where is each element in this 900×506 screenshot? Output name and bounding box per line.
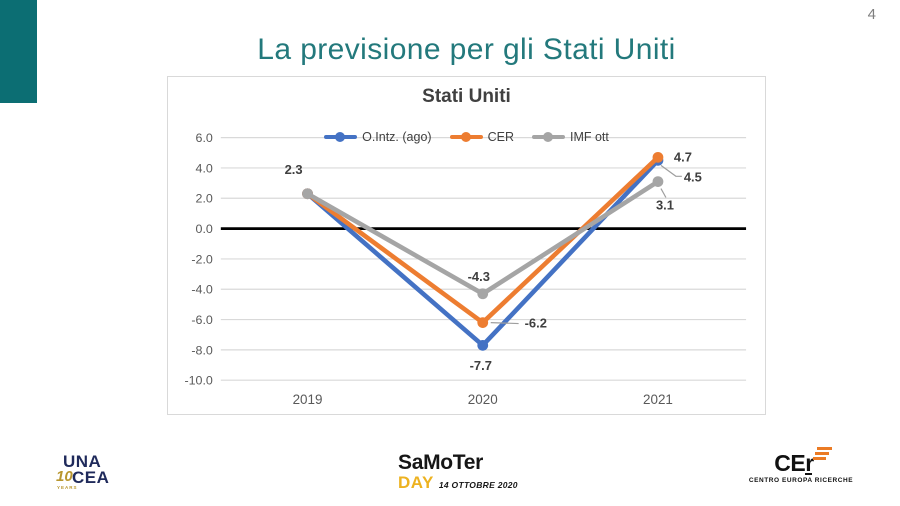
data-label: 3.1 bbox=[656, 197, 674, 212]
slide-title: La previsione per gli Stati Uniti bbox=[257, 33, 676, 66]
legend-label: IMF ott bbox=[569, 130, 609, 144]
unacea-ten-badge: 10 bbox=[56, 468, 73, 485]
x-category-label: 2020 bbox=[468, 392, 498, 407]
x-category-label: 2021 bbox=[643, 392, 673, 407]
y-tick-label: 4.0 bbox=[196, 161, 213, 175]
y-tick-label: -4.0 bbox=[191, 283, 213, 297]
samoter-date-label: 14 OTTOBRE 2020 bbox=[438, 480, 518, 490]
samoter-day-label: DAY bbox=[398, 473, 434, 492]
chart-title: Stati Uniti bbox=[422, 86, 511, 107]
y-tick-label: 0.0 bbox=[196, 222, 213, 236]
label-leader-line bbox=[490, 321, 519, 325]
data-point bbox=[652, 176, 664, 187]
data-label: 4.7 bbox=[674, 149, 692, 164]
samoter-logo-name: SaMoTer bbox=[398, 451, 484, 474]
cer-logo-name: CEr bbox=[774, 450, 814, 476]
unacea-logo-text: CEA bbox=[72, 468, 110, 487]
chart-plot-area: 6.0 4.0 2.0 0.0 -2.0 -4.0 -6.0 -8.0 -10.0 2019 202… bbox=[184, 131, 747, 407]
cer-underline-mark bbox=[804, 472, 812, 475]
data-label: -4.3 bbox=[468, 269, 490, 284]
legend-line-marker bbox=[449, 131, 483, 142]
unacea-logo-text: UNA bbox=[63, 452, 102, 471]
legend-label: O.Intz. (ago) bbox=[362, 130, 432, 144]
legend-line-marker bbox=[531, 131, 565, 142]
legend-dot-marker bbox=[335, 131, 346, 142]
legend-dot-marker bbox=[542, 131, 553, 142]
accent-corner-bar bbox=[0, 0, 37, 103]
y-tick-label: 2.0 bbox=[196, 192, 213, 206]
y-tick-label: -6.0 bbox=[191, 313, 213, 327]
y-tick-label: -2.0 bbox=[191, 252, 213, 266]
y-tick-label: 6.0 bbox=[196, 131, 213, 145]
legend-item: CER bbox=[449, 130, 514, 144]
cer-logo: CEr CENTRO EUROPA RICERCHE bbox=[745, 447, 857, 484]
unacea-logo: UNA CEA 10 YEARS bbox=[56, 452, 126, 502]
data-label: -6.2 bbox=[525, 316, 547, 331]
data-label: 4.5 bbox=[684, 169, 702, 184]
legend-line-marker bbox=[324, 131, 358, 142]
page-number: 4 bbox=[867, 6, 876, 23]
legend-label: CER bbox=[487, 130, 514, 144]
y-tick-label: -8.0 bbox=[191, 343, 213, 357]
data-label: 2.3 bbox=[285, 162, 303, 177]
cer-stripes-icon bbox=[812, 447, 832, 460]
label-leader-line bbox=[660, 164, 682, 177]
y-tick-label: -10.0 bbox=[184, 374, 212, 388]
data-label: -7.7 bbox=[470, 358, 492, 373]
chart-legend: O.Intz. (ago) CER IMF ott bbox=[168, 130, 765, 144]
x-category-label: 2019 bbox=[293, 392, 323, 407]
cer-logo-subtitle: CENTRO EUROPA RICERCHE bbox=[748, 477, 854, 484]
data-point bbox=[477, 288, 489, 300]
unacea-years-label: YEARS bbox=[57, 485, 78, 490]
data-point bbox=[302, 188, 313, 200]
samoter-logo: SaMoTer DAY 14 OTTOBRE 2020 bbox=[398, 452, 518, 492]
label-leader-line bbox=[660, 188, 667, 198]
legend-item: O.Intz. (ago) bbox=[324, 130, 432, 144]
data-point bbox=[652, 151, 664, 163]
data-point bbox=[477, 317, 489, 328]
legend-dot-marker bbox=[460, 131, 471, 142]
legend-item: IMF ott bbox=[531, 130, 609, 144]
chart: 6.0 4.0 2.0 0.0 -2.0 -4.0 -6.0 -8.0 -10.0 2019 202… bbox=[167, 76, 766, 415]
data-point bbox=[477, 339, 489, 351]
